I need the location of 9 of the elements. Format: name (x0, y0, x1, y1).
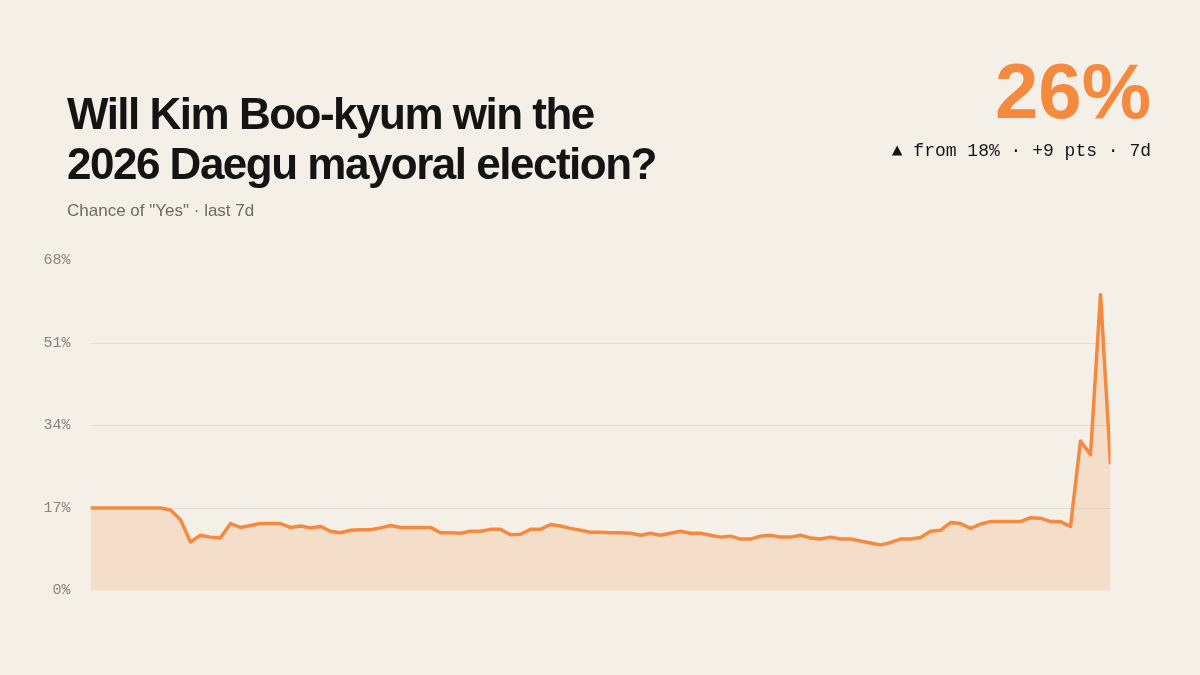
y-tick-label: 17% (43, 499, 72, 517)
text: 26% (993, 47, 1151, 135)
text: ▲ from 18% · +9 pts · 7d (891, 140, 1151, 163)
y-tick-label: 34% (43, 417, 72, 434)
chart-subtitle: Chance of "Yes" · last 7d (67, 200, 256, 222)
y-tick-label: 51% (43, 334, 72, 352)
y-tick-label: 68% (43, 252, 72, 269)
y-tick-label: 0% (52, 582, 72, 599)
chart-title: Will Kim Boo-kyum win the 2026 Daegu mayoral election? (67, 89, 656, 189)
